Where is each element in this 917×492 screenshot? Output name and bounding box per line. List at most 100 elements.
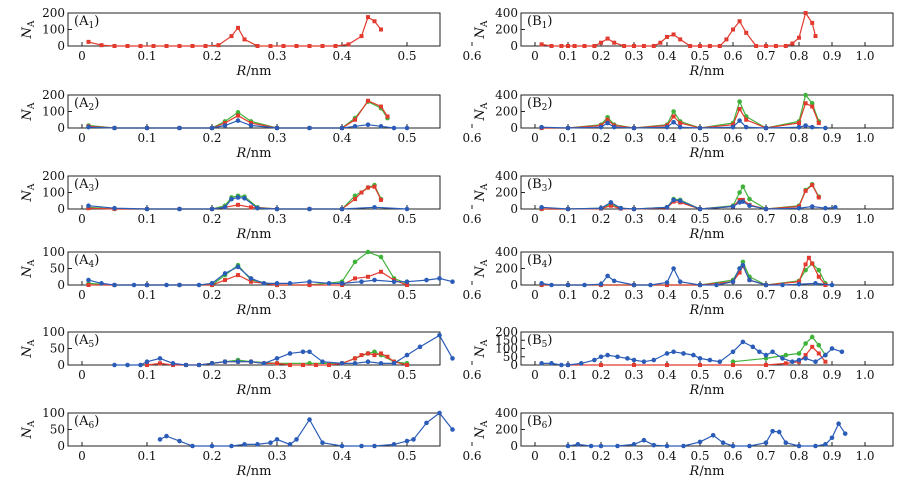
x-tick-label: 0	[78, 212, 86, 226]
data-point	[566, 44, 570, 48]
series-red	[539, 183, 821, 211]
x-tick-label: 0.5	[690, 131, 709, 145]
y-axis-label-sub: A	[27, 102, 37, 110]
data-point	[372, 19, 377, 24]
data-point	[307, 417, 312, 422]
x-tick-label: 0.1	[558, 212, 577, 226]
data-point	[783, 361, 788, 366]
series-line-red	[88, 16, 382, 47]
x-tick-label: 0	[78, 288, 86, 302]
data-point	[359, 190, 364, 195]
y-axis-label: NA	[473, 20, 490, 39]
x-tick-label: 0.6	[462, 449, 481, 463]
data-point	[391, 125, 397, 131]
data-point	[764, 363, 768, 367]
series-line-blue	[541, 341, 843, 366]
x-tick-label: 0.4	[332, 368, 351, 382]
data-point	[158, 361, 162, 366]
panel-label: (B2)	[527, 96, 552, 113]
data-point	[816, 342, 822, 348]
series-blue	[86, 264, 455, 288]
data-point	[740, 262, 746, 268]
series-blue	[539, 118, 828, 131]
data-point	[549, 282, 554, 288]
x-tick-label: 0.3	[267, 212, 286, 226]
data-point	[352, 259, 358, 265]
x-tick-label: 0.6	[462, 288, 481, 302]
data-point	[255, 205, 260, 211]
data-point	[796, 443, 802, 449]
data-point	[809, 100, 815, 106]
data-point	[352, 124, 358, 129]
data-point	[314, 363, 318, 367]
data-point	[783, 352, 789, 358]
x-tick-label: 0.2	[202, 288, 221, 302]
data-point	[773, 44, 778, 48]
data-point	[797, 121, 801, 126]
data-point	[248, 123, 254, 128]
panel-label-main: (B	[527, 414, 542, 429]
data-point	[813, 34, 818, 39]
data-point	[372, 277, 377, 283]
data-point	[737, 266, 742, 271]
data-point	[691, 352, 696, 358]
data-point	[664, 280, 670, 285]
data-point	[255, 442, 260, 447]
x-tick-label: 0.9	[822, 449, 841, 463]
x-tick-label: 1.0	[855, 288, 874, 302]
x-tick-label: 0.4	[332, 131, 351, 145]
x-tick-label: 0.6	[723, 368, 742, 382]
data-point	[717, 359, 723, 365]
series-line-blue	[88, 266, 453, 286]
data-point	[598, 205, 604, 211]
panel-label-main: (B	[527, 333, 542, 348]
data-point	[339, 443, 345, 449]
data-point	[823, 125, 828, 131]
x-axis-label-unit: /nm	[699, 383, 724, 398]
data-point	[196, 362, 202, 368]
data-point	[359, 443, 364, 449]
data-point	[235, 195, 241, 200]
data-point	[307, 125, 312, 131]
data-point	[320, 44, 325, 48]
x-tick-label: 0	[531, 288, 539, 302]
y-axis-label: NA	[20, 183, 37, 202]
y-tick-label: 0	[57, 121, 65, 135]
y-tick-label: 400	[495, 245, 518, 259]
y-tick-label: 0	[57, 278, 65, 292]
data-point	[740, 259, 746, 265]
x-tick-label: 0.2	[591, 288, 610, 302]
series-green	[730, 334, 828, 365]
series-blue	[86, 195, 410, 212]
y-tick-label: 200	[42, 88, 65, 102]
data-point	[359, 279, 364, 285]
data-point	[651, 44, 656, 48]
data-point	[829, 282, 835, 288]
data-point	[737, 107, 742, 112]
panel-label-main: (A	[74, 414, 89, 429]
x-tick-label: 0.6	[723, 131, 742, 145]
x-tick-label: 0.6	[462, 49, 481, 63]
data-point	[790, 41, 795, 46]
data-point	[731, 122, 735, 127]
data-point	[836, 421, 841, 427]
y-tick-label: 150	[495, 333, 518, 347]
panel-label: (B3)	[527, 177, 552, 194]
data-point	[803, 101, 808, 106]
y-axis-label-sub: A	[27, 20, 37, 28]
x-tick-label: 0	[78, 368, 86, 382]
data-point	[222, 359, 228, 365]
x-axis-label: R/nm	[236, 64, 272, 79]
panel-label-sub: 4	[88, 260, 94, 270]
data-point	[737, 190, 742, 195]
y-tick-label: 50	[50, 262, 65, 276]
x-axis-label-var: R	[689, 383, 700, 398]
x-tick-label: 0.4	[657, 212, 676, 226]
panel-label-sub: 1	[542, 21, 548, 31]
data-point	[236, 113, 240, 118]
data-point	[424, 277, 429, 283]
x-axis-label-unit: /nm	[246, 227, 271, 242]
panel-label-sub: 4	[542, 260, 548, 270]
data-point	[625, 356, 630, 361]
data-point	[274, 281, 280, 286]
